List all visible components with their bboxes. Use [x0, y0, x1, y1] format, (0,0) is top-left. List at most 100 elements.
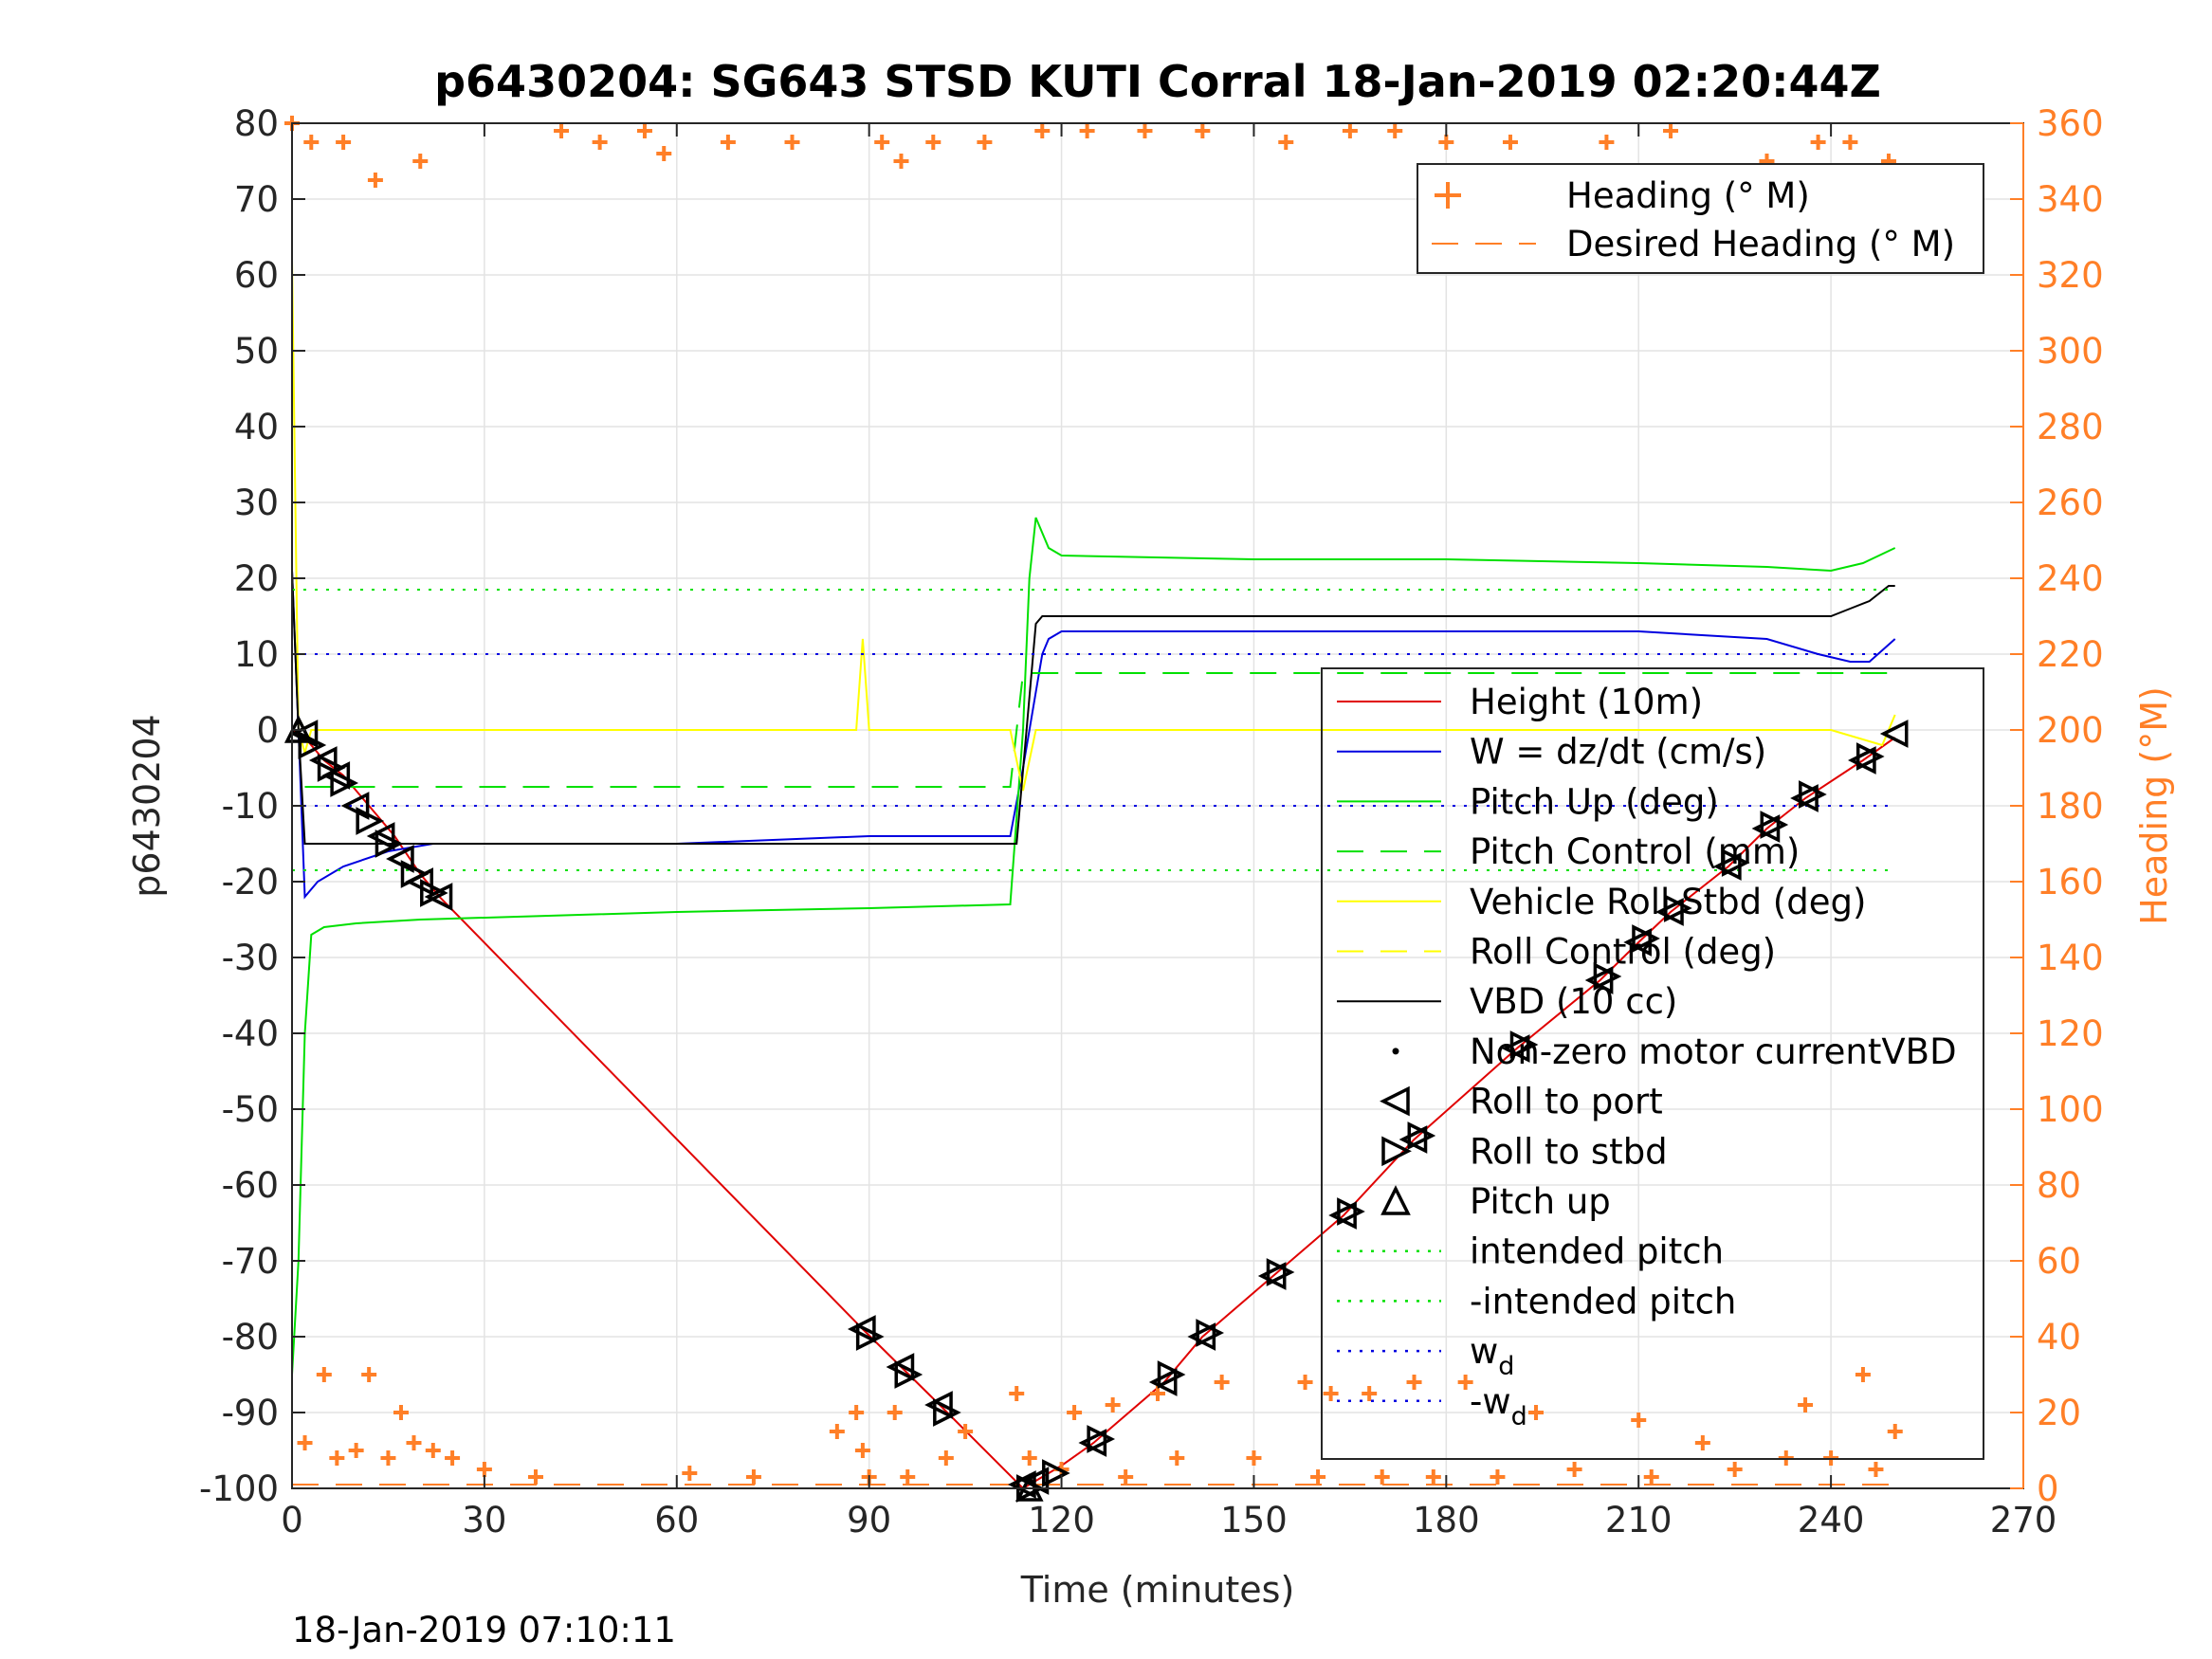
y-tick-label-left: -100	[199, 1468, 279, 1509]
heading-point	[1663, 123, 1679, 138]
y-tick-label-left: -90	[222, 1393, 279, 1433]
heading-point	[1067, 1405, 1083, 1420]
heading-point	[938, 1450, 954, 1466]
heading-point	[1868, 1462, 1884, 1477]
y-tick-label-right: 0	[2037, 1468, 2059, 1509]
y-tick-label-right: 340	[2037, 179, 2104, 220]
heading-point	[1694, 1435, 1710, 1450]
roll-to-stbd-marker	[1157, 1360, 1186, 1389]
roll-to-stbd-marker	[1664, 894, 1692, 922]
heading-point	[303, 135, 320, 150]
legend-entry-label: intended pitch	[1470, 1231, 1724, 1272]
heading-point	[1425, 1469, 1441, 1485]
heading-point	[1502, 135, 1518, 150]
series-layer	[284, 116, 1903, 1490]
y-tick-label-right: 240	[2037, 558, 2104, 599]
heading-point	[367, 173, 383, 188]
x-tick-label: 240	[1798, 1500, 1865, 1540]
y-tick-label-right: 80	[2037, 1165, 2081, 1206]
roll-to-stbd-marker	[1509, 1030, 1539, 1059]
heading-point	[1887, 1424, 1903, 1439]
heading-point	[348, 1443, 364, 1458]
heading-point	[1643, 1469, 1659, 1485]
roll-to-stbd-marker	[298, 731, 327, 759]
legend-entry-label: Roll Control (deg)	[1470, 932, 1776, 973]
roll-to-stbd-marker	[1721, 848, 1750, 877]
y-tick-label-left: 0	[256, 710, 279, 751]
heading-point	[1214, 1375, 1230, 1390]
heading-point	[361, 1367, 377, 1382]
legend-main: Height (10m) W = dz/dt (cm/s) Pitch Up (de…	[1321, 667, 1984, 1460]
heading-point	[849, 1405, 865, 1420]
heading-point	[445, 1450, 461, 1466]
heading-point	[412, 154, 429, 169]
legend-entry-label: Height (10m)	[1470, 682, 1703, 722]
x-tick-label: 270	[1990, 1500, 2057, 1540]
roll-to-port-marker	[308, 746, 338, 775]
heading-point	[636, 123, 652, 138]
roll-to-stbd-marker	[1856, 742, 1885, 771]
y-tick-label-left: 80	[234, 103, 279, 144]
y-tick-label-right: 300	[2037, 331, 2104, 372]
heading-point	[1105, 1397, 1121, 1413]
heading-point	[900, 1469, 916, 1485]
heading-point	[1034, 123, 1051, 138]
heading-point	[784, 135, 800, 150]
heading-point	[380, 1450, 396, 1466]
roll-to-stbd-marker	[330, 769, 359, 797]
legend-heading-swatch	[1435, 182, 1461, 209]
legend-entry-label: Desired Heading (° M)	[1566, 224, 1955, 264]
heading-point	[1457, 1375, 1473, 1390]
heading-point	[1599, 135, 1615, 150]
roll-to-stbd-marker	[1087, 1425, 1116, 1453]
roll-to-stbd-marker	[855, 1322, 885, 1351]
roll-to-stbd-marker	[1632, 924, 1660, 953]
y-axis-label-left: p6430204	[126, 714, 168, 897]
heading-point	[720, 135, 736, 150]
series-line	[291, 517, 1896, 1376]
y-tick-label-left: -50	[222, 1089, 279, 1130]
roll-to-stbd-marker	[1593, 962, 1622, 991]
heading-point	[1310, 1469, 1326, 1485]
roll-to-stbd-marker	[1337, 1197, 1365, 1226]
y-tick-label-left: 60	[234, 255, 279, 296]
y-tick-label-right: 320	[2037, 255, 2104, 296]
heading-point	[476, 1462, 492, 1477]
chart-title: p6430204: SG643 STSD KUTI Corral 18-Jan-…	[434, 56, 1881, 107]
legend-entry-label: Roll to stbd	[1470, 1131, 1668, 1172]
heading-point	[406, 1435, 422, 1450]
heading-point	[1246, 1450, 1262, 1466]
heading-point	[893, 154, 909, 169]
series-line	[291, 570, 1896, 900]
roll-to-stbd-marker	[894, 1360, 923, 1389]
heading-point	[1118, 1469, 1134, 1485]
roll-to-stbd-marker	[1407, 1121, 1436, 1150]
heading-point	[682, 1466, 698, 1481]
heading-point	[316, 1367, 332, 1382]
x-tick-label: 60	[654, 1500, 699, 1540]
heading-point	[1727, 1462, 1743, 1477]
y-tick-label-left: 40	[234, 407, 279, 447]
heading-point	[1798, 1397, 1814, 1413]
heading-point	[1528, 1405, 1545, 1420]
heading-point	[745, 1469, 761, 1485]
heading-point	[1021, 1450, 1037, 1466]
heading-point	[854, 1443, 870, 1458]
y-tick-label-left: -10	[222, 786, 279, 827]
roll-to-stbd-marker	[375, 830, 404, 858]
heading-point	[874, 135, 890, 150]
y-tick-label-left: 20	[234, 558, 279, 599]
heading-point	[297, 1435, 313, 1450]
x-tick-label: 120	[1028, 1500, 1095, 1540]
heading-points	[284, 116, 1903, 1485]
heading-point	[1855, 1367, 1871, 1382]
x-tick-label: 150	[1220, 1500, 1288, 1540]
roll-to-stbd-marker	[1042, 1459, 1070, 1487]
heading-point	[1406, 1375, 1422, 1390]
y-tick-label-right: 120	[2037, 1013, 2104, 1054]
roll-to-stbd-marker	[933, 1398, 961, 1427]
heading-point	[829, 1424, 845, 1439]
heading-point	[1009, 1386, 1025, 1401]
roll-to-port-marker	[1148, 1368, 1178, 1396]
series-line	[291, 570, 1895, 845]
